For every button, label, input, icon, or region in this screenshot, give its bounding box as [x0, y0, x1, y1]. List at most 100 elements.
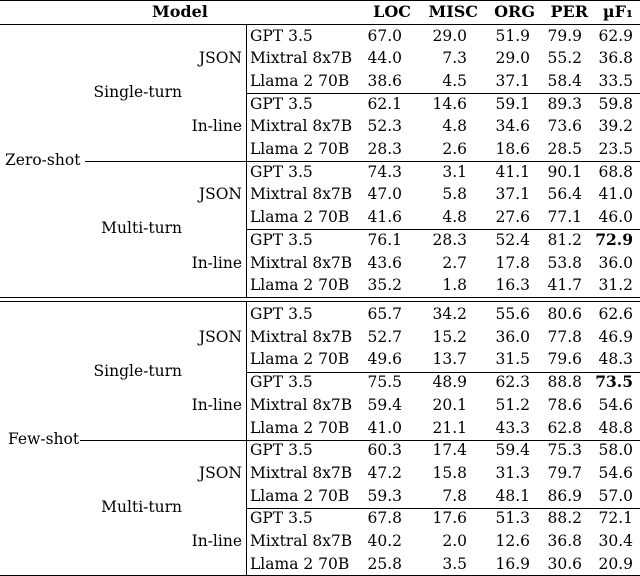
cell-f1: 48.8: [598, 418, 633, 437]
cell-loc: 41.6: [367, 208, 402, 227]
cell-f1: 62.9: [598, 26, 633, 45]
cell-loc: 59.4: [367, 395, 402, 414]
model-name: GPT 3.5: [250, 509, 313, 528]
cell-per: 79.7: [547, 463, 582, 482]
cell-f1: 23.5: [598, 140, 633, 158]
cell-org: 59.1: [495, 94, 530, 113]
cell-per: 88.8: [547, 373, 582, 392]
cell-loc: 44.0: [367, 49, 402, 68]
cell-f1: 46.0: [598, 208, 633, 227]
cell-per: 58.4: [547, 71, 582, 90]
model-name: GPT 3.5: [250, 441, 313, 460]
model-name: Mixtral 8x7B: [250, 532, 353, 550]
model-name: Llama 2 70B: [250, 350, 350, 369]
cell-misc: 20.1: [432, 395, 467, 414]
model-column-rule: [246, 301, 247, 575]
cell-misc: 2.0: [442, 532, 467, 550]
cell-org: 18.6: [495, 140, 530, 158]
model-name: Mixtral 8x7B: [250, 49, 353, 68]
model-name: Llama 2 70B: [250, 554, 350, 573]
column-header: µF₁: [602, 2, 633, 21]
cell-f1: 72.1: [598, 509, 633, 528]
cell-org: 16.3: [495, 276, 530, 295]
cell-loc: 41.0: [367, 418, 402, 437]
cell-per: 79.6: [547, 350, 582, 369]
model-name: Llama 2 70B: [250, 140, 350, 158]
turn-label-single: Single-turn: [93, 361, 182, 380]
top-rule: [0, 0, 640, 1]
format-label-inline: In-line: [191, 253, 242, 272]
cell-misc: 3.1: [442, 162, 467, 181]
cell-org: 62.3: [495, 373, 530, 392]
cell-org: 52.4: [495, 230, 530, 249]
cell-misc: 29.0: [432, 26, 467, 45]
cell-misc: 3.5: [442, 554, 467, 573]
cell-loc: 65.7: [367, 305, 402, 323]
cell-per: 90.1: [547, 162, 582, 181]
cell-misc: 28.3: [432, 230, 467, 249]
cell-misc: 17.4: [432, 441, 467, 460]
cell-loc: 49.6: [367, 350, 402, 369]
cell-loc: 28.3: [367, 140, 402, 158]
setting-rule: [80, 439, 186, 441]
cell-loc: 76.1: [367, 230, 402, 249]
cell-f1: 57.0: [598, 486, 633, 505]
format-rule: [246, 507, 640, 509]
model-name: Mixtral 8x7B: [250, 185, 353, 204]
model-name: Llama 2 70B: [250, 71, 350, 90]
cell-loc: 60.3: [367, 441, 402, 460]
cell-per: 79.9: [547, 26, 582, 45]
setting-rule: [85, 161, 186, 163]
cell-org: 36.0: [495, 327, 530, 346]
setting-label-few-shot: Few-shot: [8, 429, 80, 448]
format-label-inline: In-line: [191, 395, 242, 414]
model-name: GPT 3.5: [250, 26, 313, 45]
turn-rule: [186, 439, 640, 441]
cell-org: 43.3: [495, 418, 530, 437]
column-header: Model: [152, 2, 208, 21]
cell-misc: 4.8: [442, 208, 467, 227]
model-name: Llama 2 70B: [250, 486, 350, 505]
cell-f1: 36.8: [598, 49, 633, 68]
model-name: Llama 2 70B: [250, 418, 350, 437]
cell-per: 55.2: [547, 49, 582, 68]
format-rule: [246, 371, 640, 373]
column-header: ORG: [494, 2, 535, 21]
cell-loc: 59.3: [367, 486, 402, 505]
cell-loc: 40.2: [367, 532, 402, 550]
turn-label-multi: Multi-turn: [101, 219, 182, 238]
cell-per: 28.5: [547, 140, 582, 158]
cell-per: 78.6: [547, 395, 582, 414]
cell-org: 41.1: [495, 162, 530, 181]
section-rule-2: [0, 301, 640, 302]
turn-label-multi: Multi-turn: [101, 497, 182, 516]
cell-loc: 52.7: [367, 327, 402, 346]
model-name: GPT 3.5: [250, 94, 313, 113]
cell-f1: 62.6: [598, 305, 633, 323]
cell-f1: 54.6: [598, 463, 633, 482]
format-label-json: JSON: [198, 327, 242, 346]
cell-loc: 75.5: [367, 373, 402, 392]
cell-per: 88.2: [547, 509, 582, 528]
cell-misc: 5.8: [442, 185, 467, 204]
cell-f1: 39.2: [598, 117, 633, 136]
cell-per: 75.3: [547, 441, 582, 460]
model-name: GPT 3.5: [250, 373, 313, 392]
model-name: Llama 2 70B: [250, 276, 350, 295]
cell-misc: 1.8: [442, 276, 467, 295]
format-label-json: JSON: [198, 185, 242, 204]
cell-per: 80.6: [547, 305, 582, 323]
cell-f1: 20.9: [598, 554, 633, 573]
cell-org: 17.8: [495, 253, 530, 272]
cell-misc: 14.6: [432, 94, 467, 113]
model-name: Mixtral 8x7B: [250, 253, 353, 272]
cell-loc: 35.2: [367, 276, 402, 295]
cell-misc: 4.5: [442, 71, 467, 90]
cell-loc: 52.3: [367, 117, 402, 136]
cell-f1: 73.5: [595, 372, 633, 392]
cell-org: 16.9: [495, 554, 530, 573]
cell-org: 31.3: [495, 463, 530, 482]
cell-misc: 4.8: [442, 117, 467, 136]
cell-misc: 17.6: [432, 509, 467, 528]
cell-f1: 58.0: [598, 441, 633, 460]
